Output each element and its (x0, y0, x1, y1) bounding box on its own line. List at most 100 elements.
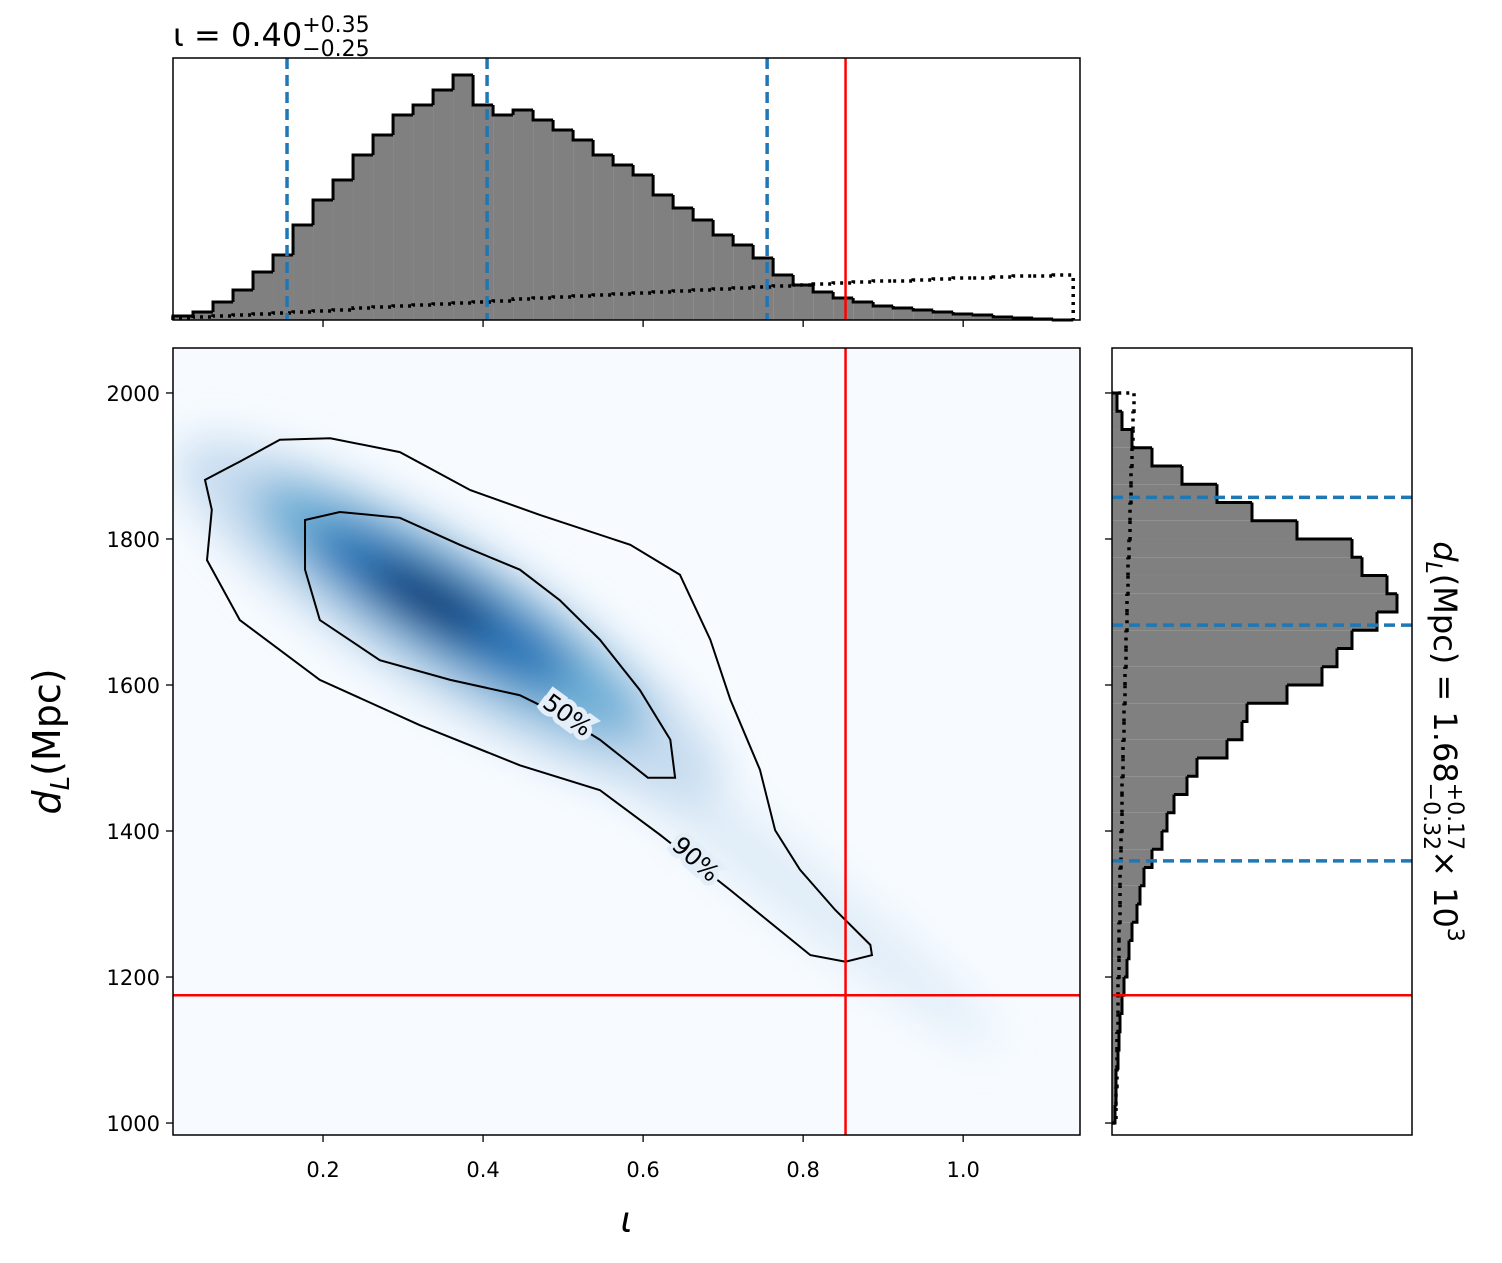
label-sup: +0.17 (1442, 783, 1467, 850)
histogram-outline (611, 155, 634, 167)
histogram-bar (1112, 721, 1242, 740)
histogram-outline (431, 88, 454, 105)
histogram-outline (411, 103, 434, 115)
histogram-bar (1112, 538, 1352, 558)
x-tick-label: 1.0 (946, 1158, 979, 1182)
histogram-outline (1130, 429, 1152, 450)
histogram-outline (911, 308, 934, 312)
prior-step (691, 288, 714, 292)
axes-frame (1111, 347, 1413, 1136)
histogram-outline (511, 108, 534, 115)
prior-step (531, 296, 554, 300)
histogram-outline (1137, 885, 1142, 906)
prior-step (1112, 1104, 1118, 1125)
prior-step (831, 281, 854, 285)
title-sup: +0.35 (302, 13, 369, 38)
histogram-bar (913, 310, 934, 320)
prior-step (1119, 849, 1123, 870)
prior-step (331, 308, 354, 312)
prior-step (431, 302, 454, 306)
prior-step (1116, 1013, 1120, 1034)
title-sub: −0.25 (302, 37, 369, 62)
histogram-bar (1112, 557, 1362, 576)
prior-step (911, 278, 934, 282)
prior-step (1127, 538, 1131, 559)
x-tick-label: 0.8 (786, 1158, 819, 1182)
label-times: × 10 (1426, 850, 1464, 928)
histogram-bar (1112, 611, 1377, 631)
prior-step (231, 313, 254, 317)
histogram-bar (1112, 392, 1117, 412)
histogram-bar (1112, 666, 1322, 685)
histogram-bar (1112, 593, 1397, 612)
y-axis-label: dL (Mpc) (25, 668, 76, 814)
histogram-bar (1112, 684, 1287, 704)
side-label: dL (Mpc) = 1.68+0.17−0.32 × 103 (1418, 541, 1467, 942)
histogram-bar (1112, 703, 1247, 722)
prior-step (271, 311, 294, 315)
histogram-bar (653, 195, 674, 320)
histogram-bar (1112, 648, 1337, 667)
histogram-outline (1215, 484, 1252, 504)
y-tick-label: 1800 (107, 528, 160, 552)
histogram-outline (1377, 593, 1399, 614)
histogram-outline (1337, 630, 1354, 650)
histogram-outline (351, 153, 374, 180)
histogram-bar (413, 105, 434, 320)
histogram-outline (691, 208, 714, 222)
histogram-outline (1352, 611, 1379, 632)
axes-frame (172, 347, 1081, 1136)
histogram-bar (753, 258, 774, 320)
prior-step (571, 294, 594, 298)
prior-step (1115, 1068, 1119, 1089)
histogram-outline (711, 220, 734, 237)
histogram-bar (933, 312, 954, 320)
histogram-bar (513, 110, 534, 320)
histogram-bar (1112, 465, 1182, 485)
histogram-bar (633, 175, 654, 320)
histogram-bar (873, 306, 894, 320)
histogram-bar (1112, 411, 1122, 430)
histogram-outline (1150, 447, 1182, 468)
prior-step (351, 306, 374, 310)
contour-line (203, 437, 874, 963)
histogram-bar (1112, 849, 1152, 868)
histogram-outline (231, 288, 254, 302)
prior-step (551, 295, 574, 299)
histogram-outline (991, 315, 1014, 319)
histogram-outline (491, 105, 514, 117)
histogram-outline (1152, 831, 1164, 851)
prior-step (591, 293, 614, 297)
histogram-bar (573, 140, 594, 320)
prior-step (931, 277, 954, 281)
histogram-bar (193, 312, 214, 320)
y-tick-label: 2000 (107, 382, 160, 406)
histogram-bar (1112, 1050, 1118, 1069)
histogram-bar (373, 135, 394, 320)
histogram-outline (391, 113, 414, 135)
histogram-outline (1174, 776, 1189, 797)
histogram-bar (233, 290, 254, 320)
prior-step (711, 287, 734, 291)
y-tick-label: 1400 (107, 820, 160, 844)
prior-step (471, 300, 494, 304)
prior-step (311, 309, 334, 313)
prior-step (191, 315, 214, 319)
prior-step (951, 276, 974, 280)
prior-step (1124, 648, 1128, 669)
histogram-outline (311, 198, 334, 225)
histogram-outline (211, 300, 234, 312)
prior-step (1125, 611, 1129, 632)
histogram-outline (1132, 904, 1139, 924)
histogram-bar (1112, 831, 1162, 850)
prior-step (1123, 684, 1127, 705)
histogram-bar (593, 155, 614, 320)
y-tick-label: 1600 (107, 674, 160, 698)
ylabel-subscript: L (46, 776, 76, 791)
histogram-bar (833, 298, 854, 320)
prior-step (1126, 575, 1130, 596)
histogram-outline (751, 245, 774, 260)
histogram-bar (473, 105, 494, 320)
prior-step (1120, 812, 1124, 833)
